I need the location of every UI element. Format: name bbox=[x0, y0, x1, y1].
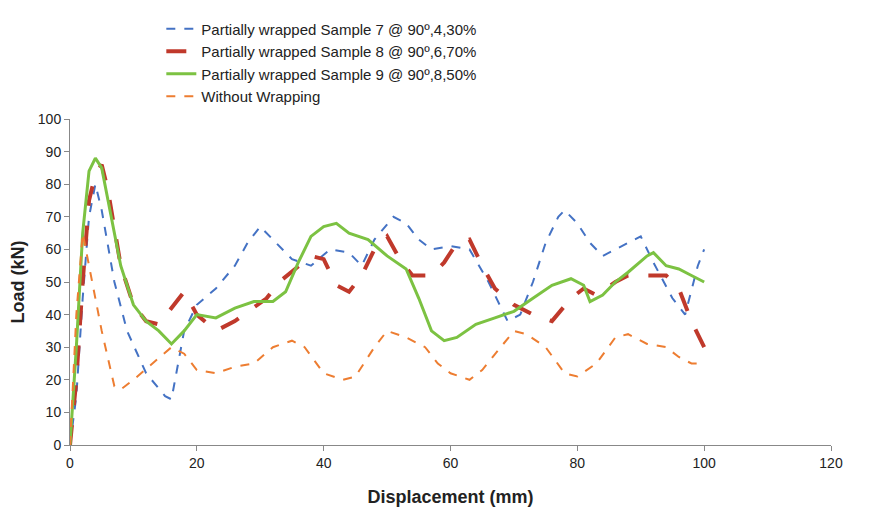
svg-text:0: 0 bbox=[53, 437, 61, 453]
svg-text:0: 0 bbox=[66, 455, 74, 471]
svg-text:Partially wrapped Sample 8 @ 9: Partially wrapped Sample 8 @ 90º,6,70% bbox=[201, 43, 476, 60]
svg-text:60: 60 bbox=[46, 241, 62, 257]
svg-text:100: 100 bbox=[692, 455, 716, 471]
svg-text:20: 20 bbox=[189, 455, 205, 471]
svg-text:30: 30 bbox=[46, 339, 62, 355]
svg-text:70: 70 bbox=[46, 209, 62, 225]
svg-text:90: 90 bbox=[46, 144, 62, 160]
svg-text:Partially wrapped Sample 7 @ 9: Partially wrapped Sample 7 @ 90º,4,30% bbox=[201, 21, 476, 38]
svg-text:10: 10 bbox=[46, 404, 62, 420]
svg-text:Displacement (mm): Displacement (mm) bbox=[367, 487, 533, 507]
svg-text:80: 80 bbox=[570, 455, 586, 471]
svg-text:40: 40 bbox=[46, 307, 62, 323]
svg-text:120: 120 bbox=[819, 455, 843, 471]
svg-text:100: 100 bbox=[38, 111, 62, 127]
svg-text:Partially wrapped Sample 9 @ 9: Partially wrapped Sample 9 @ 90º,8,50% bbox=[201, 66, 476, 83]
svg-text:40: 40 bbox=[316, 455, 332, 471]
svg-text:60: 60 bbox=[443, 455, 459, 471]
svg-text:Load (kN): Load (kN) bbox=[8, 240, 28, 323]
svg-text:80: 80 bbox=[46, 176, 62, 192]
svg-text:Without Wrapping: Without Wrapping bbox=[201, 88, 320, 105]
svg-text:50: 50 bbox=[46, 274, 62, 290]
svg-text:20: 20 bbox=[46, 372, 62, 388]
